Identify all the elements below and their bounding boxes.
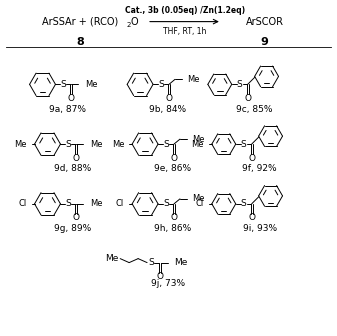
Text: O: O <box>156 272 163 281</box>
Text: Me: Me <box>14 139 27 149</box>
Text: O: O <box>248 213 255 222</box>
Text: Cat., 3b (0.05eq) /Zn(1.2eq): Cat., 3b (0.05eq) /Zn(1.2eq) <box>125 6 245 15</box>
Text: Me: Me <box>174 258 187 267</box>
Text: Me: Me <box>192 135 205 143</box>
Text: Me: Me <box>90 139 103 149</box>
Text: O: O <box>244 94 251 103</box>
Text: Me: Me <box>191 139 204 149</box>
Text: O: O <box>73 154 80 163</box>
Text: O: O <box>73 213 80 222</box>
Text: 9i, 93%: 9i, 93% <box>243 224 277 233</box>
Text: 8: 8 <box>76 37 84 46</box>
Text: ArSSAr + (RCO): ArSSAr + (RCO) <box>42 16 119 27</box>
Text: 9d, 88%: 9d, 88% <box>54 165 91 173</box>
Text: S: S <box>65 139 71 149</box>
Text: Cl: Cl <box>195 199 204 208</box>
Text: O: O <box>68 94 75 103</box>
Text: 9e, 86%: 9e, 86% <box>154 165 191 173</box>
Text: Me: Me <box>90 199 103 208</box>
Text: Me: Me <box>85 80 98 89</box>
Text: S: S <box>65 199 71 208</box>
Text: 9g, 89%: 9g, 89% <box>54 224 91 233</box>
Text: S: S <box>163 199 169 208</box>
Text: Me: Me <box>192 194 205 203</box>
Text: 9a, 87%: 9a, 87% <box>49 105 86 114</box>
Text: O: O <box>130 16 138 27</box>
Text: 9j, 73%: 9j, 73% <box>151 279 185 288</box>
Text: O: O <box>171 154 178 163</box>
Text: S: S <box>241 199 247 208</box>
Text: Me: Me <box>105 254 118 263</box>
Text: Cl: Cl <box>18 199 27 208</box>
Text: 2: 2 <box>127 22 131 28</box>
Text: 9f, 92%: 9f, 92% <box>242 165 277 173</box>
Text: Me: Me <box>112 139 124 149</box>
Text: O: O <box>171 213 178 222</box>
Text: O: O <box>165 94 173 103</box>
Text: Cl: Cl <box>116 199 124 208</box>
Text: 9c, 85%: 9c, 85% <box>236 105 273 114</box>
Text: 9b, 84%: 9b, 84% <box>149 105 187 114</box>
Text: ArSCOR: ArSCOR <box>246 16 284 27</box>
Text: S: S <box>61 80 66 89</box>
Text: THF, RT, 1h: THF, RT, 1h <box>163 27 207 36</box>
Text: 9: 9 <box>261 37 269 46</box>
Text: O: O <box>248 154 255 163</box>
Text: S: S <box>163 139 169 149</box>
Text: Me: Me <box>187 75 200 84</box>
Text: S: S <box>237 80 243 89</box>
Text: S: S <box>148 258 154 267</box>
Text: S: S <box>158 80 164 89</box>
Text: 9h, 86%: 9h, 86% <box>154 224 192 233</box>
Text: S: S <box>241 139 247 149</box>
